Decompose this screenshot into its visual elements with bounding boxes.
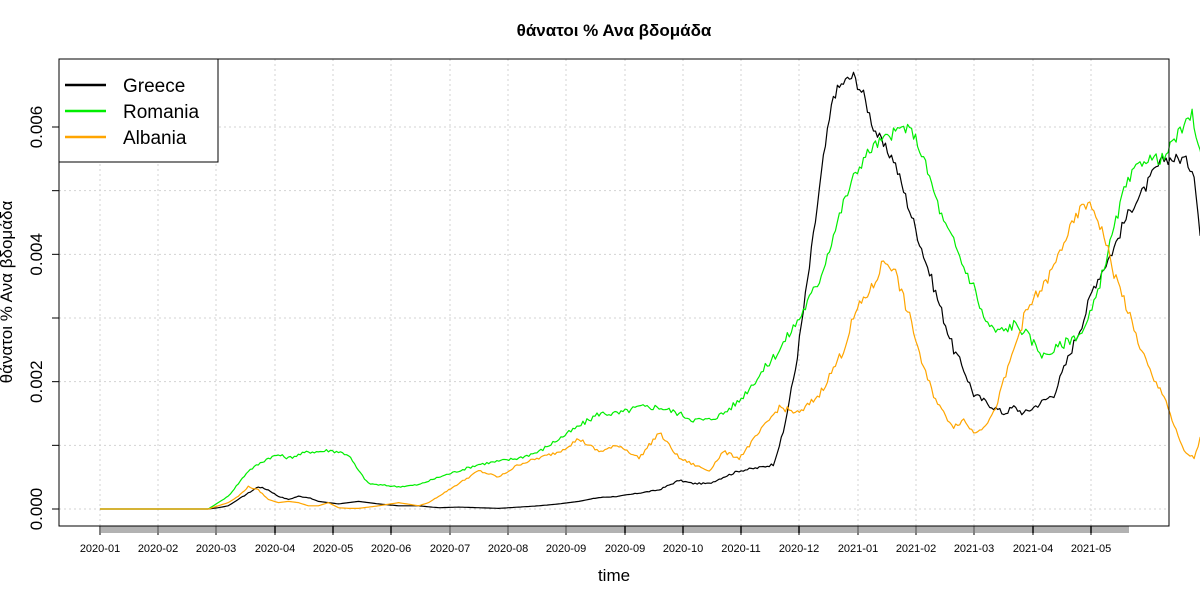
legend-label-albania: Albania — [123, 128, 187, 149]
y-tick-label: 0.004 — [27, 233, 46, 276]
x-tick-label: 2021-05 — [1071, 543, 1111, 555]
x-tick-label: 2021-04 — [1013, 543, 1053, 555]
x-tick-label: 2021-01 — [838, 543, 878, 555]
series-layer — [100, 71, 1200, 510]
legend: Greece Romania Albania — [58, 58, 219, 163]
series-line-albania — [100, 201, 1200, 510]
x-tick-label: 2020-09 — [605, 543, 645, 555]
y-tick-label: 0.000 — [27, 488, 46, 531]
legend-label-romania: Romania — [123, 102, 199, 123]
x-tick-label: 2020-12 — [779, 543, 819, 555]
x-tick-label: 2020-10 — [663, 543, 703, 555]
x-tick-label: 2020-05 — [313, 543, 353, 555]
chart-title: θάνατοι % Ανα βδομάδα — [517, 21, 712, 40]
x-axis-label: time — [598, 566, 630, 585]
x-tick-label: 2020-09 — [546, 543, 586, 555]
x-tick-label: 2020-06 — [371, 543, 411, 555]
x-tick-label: 2020-04 — [255, 543, 295, 555]
x-tick-label: 2020-02 — [138, 543, 178, 555]
x-tick-label: 2021-03 — [954, 543, 994, 555]
x-tick-label: 2020-01 — [80, 543, 120, 555]
x-tick-label: 2020-03 — [196, 543, 236, 555]
x-tick-label: 2020-08 — [488, 543, 528, 555]
x-tick-label: 2021-02 — [896, 543, 936, 555]
y-tick-label: 0.006 — [27, 106, 46, 149]
y-axis: 0.000 0.002 0.004 0.006 — [27, 106, 60, 531]
legend-label-greece: Greece — [123, 76, 185, 97]
x-axis: 2020-01 2020-02 2020-03 2020-04 2020-05 2020-… — [80, 526, 1129, 555]
x-tick-label: 2020-07 — [430, 543, 470, 555]
y-axis-label: θάνατοι % Ανα βδομάδα — [0, 201, 16, 384]
x-tick-label: 2020-11 — [721, 543, 761, 555]
y-tick-label: 0.002 — [27, 360, 46, 403]
series-line-romania — [100, 108, 1200, 510]
series-line-greece — [100, 71, 1200, 510]
